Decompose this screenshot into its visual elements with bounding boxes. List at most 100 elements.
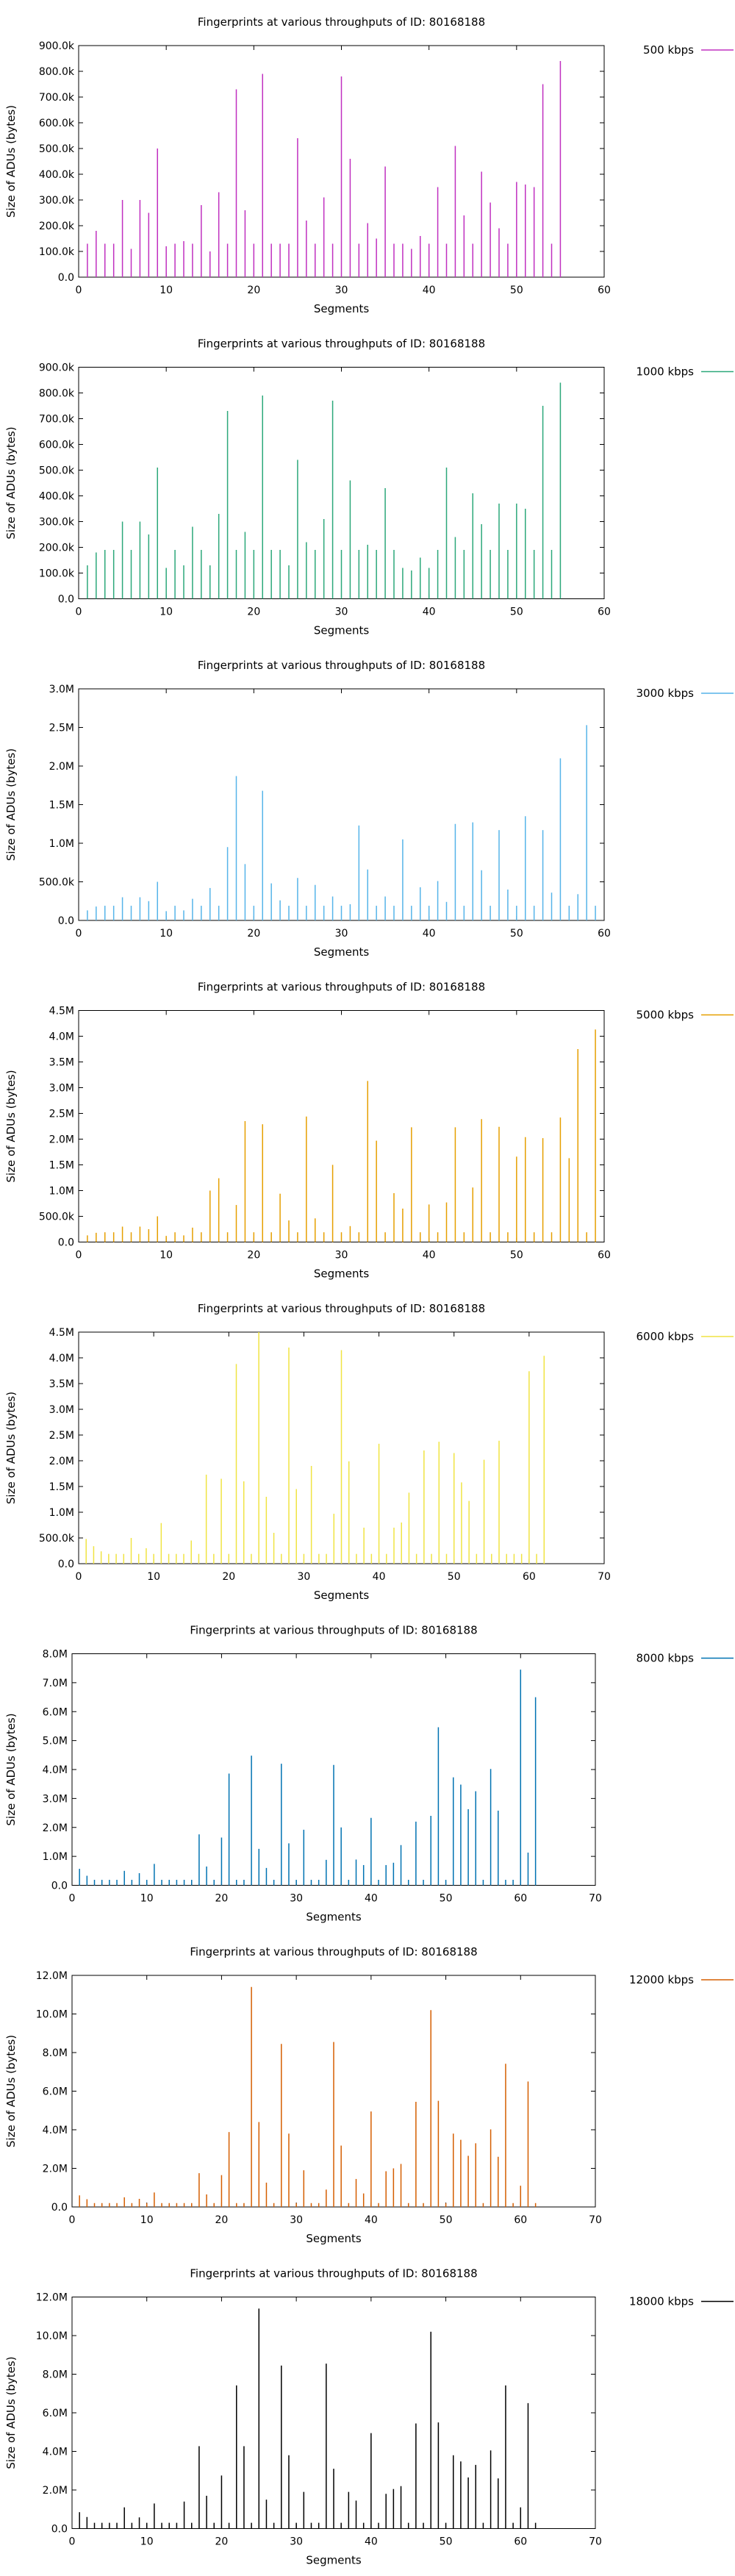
x-tick-label: 30 xyxy=(335,928,348,940)
x-tick-label: 70 xyxy=(589,2214,602,2226)
x-tick-label: 50 xyxy=(440,2536,453,2548)
y-tick-label: 1.5M xyxy=(49,1481,74,1493)
x-tick-label: 20 xyxy=(247,928,260,940)
y-tick-label: 8.0M xyxy=(43,1649,68,1661)
x-tick-label: 10 xyxy=(140,2214,154,2226)
y-tick-label: 500.0k xyxy=(39,1533,75,1545)
y-tick-label: 500.0k xyxy=(39,465,75,477)
chart-title: Fingerprints at various throughputs of I… xyxy=(190,1624,477,1637)
legend-label: 8000 kbps xyxy=(637,1652,695,1665)
y-tick-label: 2.5M xyxy=(49,1430,74,1442)
x-tick-label: 0 xyxy=(76,1250,82,1262)
x-axis-label: Segments xyxy=(306,1911,362,1924)
y-tick-label: 12.0M xyxy=(36,2292,68,2304)
x-tick-label: 60 xyxy=(514,2536,527,2548)
y-tick-label: 800.0k xyxy=(39,388,75,400)
y-tick-label: 500.0k xyxy=(39,1212,75,1223)
x-tick-label: 0 xyxy=(69,2536,76,2548)
x-tick-label: 20 xyxy=(247,607,260,618)
x-tick-label: 30 xyxy=(335,607,348,618)
x-axis-label: Segments xyxy=(314,1589,370,1602)
x-tick-label: 30 xyxy=(290,2536,303,2548)
y-tick-label: 3.0M xyxy=(49,1083,74,1095)
y-tick-label: 0.0 xyxy=(58,594,74,606)
y-tick-label: 1.0M xyxy=(49,838,74,850)
x-tick-label: 10 xyxy=(159,1250,173,1262)
series-1000-kbps xyxy=(87,382,562,599)
y-tick-label: 2.0M xyxy=(49,1134,74,1146)
series-500-kbps xyxy=(87,61,562,277)
x-tick-label: 60 xyxy=(523,1571,536,1583)
x-tick-label: 50 xyxy=(510,928,523,940)
x-axis-label: Segments xyxy=(306,2232,362,2245)
y-tick-label: 4.0M xyxy=(49,1031,74,1043)
x-tick-label: 20 xyxy=(222,1571,235,1583)
y-tick-label: 2.0M xyxy=(43,2164,68,2175)
x-tick-label: 40 xyxy=(423,928,436,940)
x-tick-label: 30 xyxy=(335,1250,348,1262)
y-tick-label: 3.5M xyxy=(49,1378,74,1390)
y-tick-label: 0.0 xyxy=(51,1881,68,1892)
x-tick-label: 10 xyxy=(159,607,173,618)
x-tick-label: 10 xyxy=(147,1571,160,1583)
series-3000-kbps xyxy=(87,725,596,920)
x-tick-label: 40 xyxy=(423,1250,436,1262)
legend-label: 3000 kbps xyxy=(637,687,695,700)
chart-panel-3: Fingerprints at various throughputs of I… xyxy=(4,659,734,959)
x-tick-label: 70 xyxy=(589,2536,602,2548)
y-tick-label: 0.0 xyxy=(58,1559,74,1570)
y-tick-label: 3.0M xyxy=(43,1793,68,1805)
y-tick-label: 4.0M xyxy=(43,2447,68,2458)
x-tick-label: 50 xyxy=(510,607,523,618)
x-tick-label: 0 xyxy=(76,928,82,940)
y-axis-label: Size of ADUs (bytes) xyxy=(4,1713,18,1825)
x-axis-label: Segments xyxy=(306,2554,362,2567)
y-tick-label: 6.0M xyxy=(43,1706,68,1718)
chart-panel-4: Fingerprints at various throughputs of I… xyxy=(4,981,734,1281)
y-tick-label: 500.0k xyxy=(39,143,75,155)
chart-title: Fingerprints at various throughputs of I… xyxy=(198,15,485,29)
y-tick-label: 7.0M xyxy=(43,1678,68,1689)
legend-label: 1000 kbps xyxy=(637,365,695,379)
y-tick-label: 1.0M xyxy=(43,1851,68,1863)
x-tick-label: 60 xyxy=(514,1893,527,1905)
y-tick-label: 900.0k xyxy=(39,40,75,52)
x-tick-label: 40 xyxy=(365,2536,378,2548)
chart-panel-8: Fingerprints at various throughputs of I… xyxy=(4,2267,734,2567)
y-axis-label: Size of ADUs (bytes) xyxy=(4,105,18,218)
y-tick-label: 300.0k xyxy=(39,517,75,529)
x-tick-label: 40 xyxy=(365,2214,378,2226)
x-tick-label: 60 xyxy=(598,607,611,618)
x-tick-label: 40 xyxy=(373,1571,386,1583)
x-tick-label: 60 xyxy=(598,285,611,296)
x-axis-label: Segments xyxy=(314,1267,370,1281)
y-axis-label: Size of ADUs (bytes) xyxy=(4,1392,18,1504)
series-6000-kbps xyxy=(85,1332,545,1564)
x-tick-label: 0 xyxy=(69,1893,76,1905)
series-8000-kbps xyxy=(79,1670,537,1886)
y-tick-label: 100.0k xyxy=(39,246,75,258)
x-tick-label: 50 xyxy=(510,1250,523,1262)
x-tick-label: 30 xyxy=(298,1571,311,1583)
y-tick-label: 1.5M xyxy=(49,800,74,812)
x-tick-label: 60 xyxy=(598,928,611,940)
chart-title: Fingerprints at various throughputs of I… xyxy=(190,1945,477,1958)
y-tick-label: 300.0k xyxy=(39,195,75,207)
y-tick-label: 0.0 xyxy=(58,1237,74,1249)
series-5000-kbps xyxy=(87,1029,596,1242)
y-tick-label: 100.0k xyxy=(39,568,75,580)
y-tick-label: 3.0M xyxy=(49,684,74,695)
x-tick-label: 10 xyxy=(159,285,173,296)
y-axis-label: Size of ADUs (bytes) xyxy=(4,2356,18,2469)
y-tick-label: 600.0k xyxy=(39,440,75,451)
x-tick-label: 10 xyxy=(159,928,173,940)
y-tick-label: 700.0k xyxy=(39,92,75,104)
x-tick-label: 30 xyxy=(290,1893,303,1905)
x-tick-label: 50 xyxy=(440,1893,453,1905)
x-tick-label: 0 xyxy=(76,1571,82,1583)
y-tick-label: 4.5M xyxy=(49,1006,74,1017)
legend-label: 18000 kbps xyxy=(629,2295,694,2308)
y-tick-label: 3.5M xyxy=(49,1057,74,1069)
x-tick-label: 70 xyxy=(589,1893,602,1905)
